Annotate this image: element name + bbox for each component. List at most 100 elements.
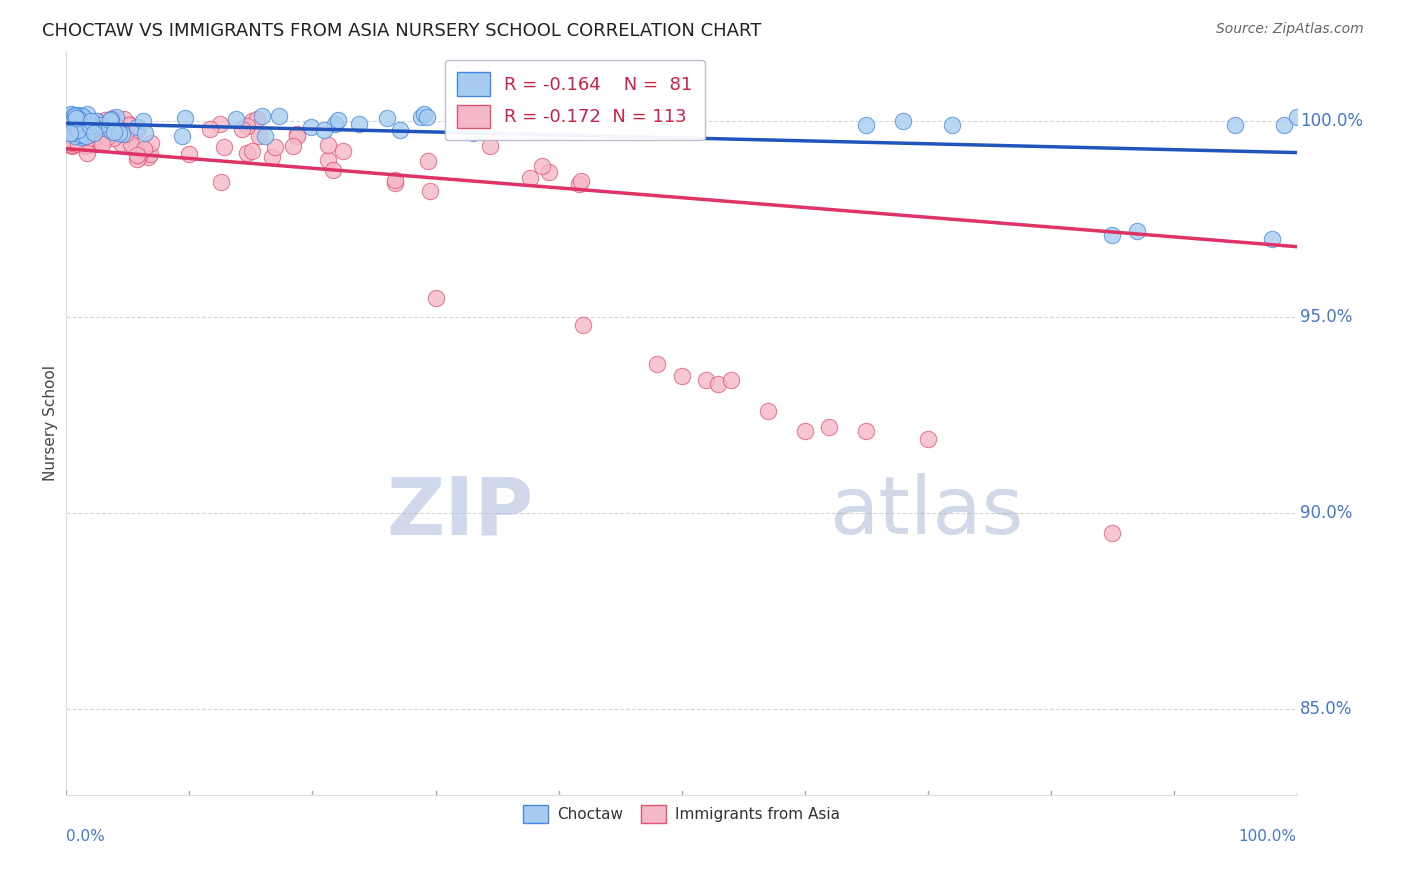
Point: [139, 136, 162, 151]
Point: [76, 124, 98, 138]
Point: [100, 112, 122, 127]
Point: [262, 150, 284, 164]
Point: [62, 114, 84, 128]
Point: [225, 112, 247, 126]
Point: [100, 124, 122, 138]
Point: [384, 176, 406, 190]
Point: [720, 373, 742, 387]
Point: [1285, 111, 1308, 125]
Point: [125, 152, 148, 166]
Point: [56, 113, 79, 128]
Point: [855, 118, 877, 132]
Point: [253, 129, 276, 144]
Point: [125, 120, 148, 135]
Point: [55, 128, 77, 143]
Text: 0.0%: 0.0%: [66, 829, 105, 844]
Point: [80, 135, 103, 149]
Point: [60, 139, 83, 153]
Point: [285, 129, 308, 144]
Text: 100.0%: 100.0%: [1301, 112, 1364, 130]
Point: [318, 153, 340, 167]
Point: [87, 122, 110, 136]
Point: [384, 173, 406, 187]
Point: [56, 120, 79, 134]
Point: [56, 122, 79, 136]
Point: [73, 138, 96, 153]
Point: [89, 118, 111, 132]
Point: [793, 424, 815, 438]
Point: [59, 107, 82, 121]
Point: [111, 127, 134, 141]
Point: [65, 111, 87, 125]
Point: [86, 113, 108, 128]
Point: [347, 117, 370, 131]
Point: [59, 126, 82, 140]
Point: [247, 129, 270, 144]
Point: [917, 432, 939, 446]
Point: [285, 127, 308, 141]
Point: [67, 123, 90, 137]
Point: [413, 107, 436, 121]
Point: [56, 120, 79, 135]
Point: [314, 123, 336, 137]
Point: [96, 130, 118, 145]
Point: [118, 118, 141, 132]
Text: CHOCTAW VS IMMIGRANTS FROM ASIA NURSERY SCHOOL CORRELATION CHART: CHOCTAW VS IMMIGRANTS FROM ASIA NURSERY …: [42, 22, 762, 40]
Point: [323, 117, 346, 131]
Point: [63, 109, 86, 123]
Point: [58, 119, 80, 133]
Point: [60, 137, 83, 152]
Text: 100.0%: 100.0%: [1239, 829, 1296, 844]
Point: [128, 149, 150, 163]
Point: [425, 291, 447, 305]
Point: [177, 147, 200, 161]
Point: [538, 164, 561, 178]
Point: [63, 115, 86, 129]
Point: [568, 177, 591, 191]
Point: [83, 120, 105, 134]
Point: [281, 138, 304, 153]
Point: [62, 136, 84, 150]
Point: [62, 116, 84, 130]
Point: [72, 110, 94, 124]
Point: [70, 109, 93, 123]
Point: [231, 122, 253, 136]
Point: [209, 176, 232, 190]
Point: [139, 147, 162, 161]
Point: [67, 112, 90, 126]
Point: [83, 134, 105, 148]
Point: [77, 128, 100, 142]
Point: [756, 404, 779, 418]
Point: [101, 111, 124, 125]
Point: [69, 129, 91, 144]
Point: [75, 128, 97, 143]
Point: [60, 112, 83, 126]
Point: [55, 128, 77, 142]
Point: [60, 129, 83, 144]
Point: [108, 126, 131, 140]
Point: [60, 122, 83, 136]
Point: [118, 118, 141, 132]
Point: [416, 154, 439, 169]
Point: [941, 118, 963, 132]
Point: [79, 118, 101, 132]
Point: [101, 131, 124, 145]
Point: [250, 109, 273, 123]
Point: [59, 126, 82, 140]
Point: [120, 137, 142, 152]
Point: [83, 137, 105, 152]
Point: [671, 369, 693, 384]
Text: 90.0%: 90.0%: [1301, 504, 1353, 522]
Point: [1101, 525, 1123, 540]
Point: [322, 162, 344, 177]
Point: [82, 119, 104, 133]
Point: [1101, 227, 1123, 242]
Point: [75, 138, 97, 153]
Point: [235, 146, 257, 161]
Point: [316, 138, 339, 153]
Text: 85.0%: 85.0%: [1301, 700, 1353, 718]
Point: [170, 129, 193, 144]
Point: [76, 146, 98, 161]
Point: [375, 111, 398, 125]
Point: [463, 126, 485, 140]
